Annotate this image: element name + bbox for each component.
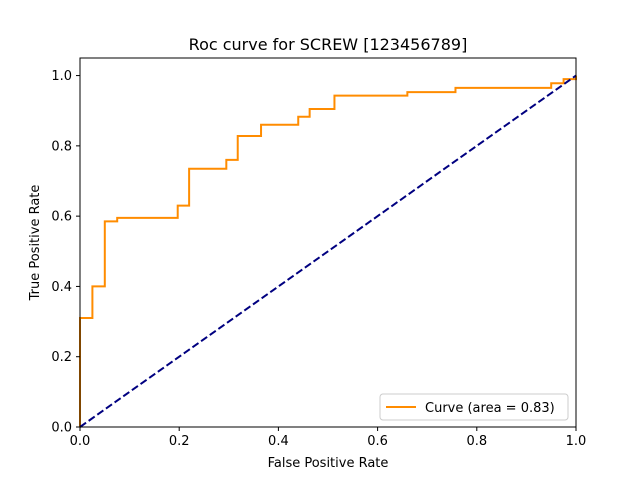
y-axis-ticks: 0.0 0.2 0.4 0.6 0.8 1.0	[51, 69, 80, 436]
x-tick-label: 0.0	[70, 434, 91, 449]
x-axis-label: False Positive Rate	[268, 456, 389, 471]
plot-area	[80, 58, 576, 427]
chart-title: Roc curve for SCREW [123456789]	[189, 35, 468, 54]
series-line-chance-diagonal	[79, 74, 577, 428]
y-tick-label: 0.2	[51, 350, 72, 365]
plot-lines	[79, 74, 577, 428]
y-tick-label: 0.6	[51, 210, 72, 225]
plot-frame	[79, 57, 577, 428]
x-axis-ticks: 0.0 0.2 0.4 0.6 0.8 1.0	[70, 427, 587, 449]
x-tick-label: 0.2	[169, 434, 190, 449]
x-tick-label: 0.6	[367, 434, 388, 449]
legend: Curve (area = 0.83)	[379, 393, 569, 421]
x-tick-label: 0.8	[466, 434, 487, 449]
x-tick-label: 1.0	[566, 434, 587, 449]
y-tick-label: 0.4	[51, 280, 72, 295]
series-line-roc-curve	[79, 75, 577, 427]
legend-box	[379, 393, 569, 421]
y-tick-label: 0.0	[51, 421, 72, 436]
legend-label: Curve (area = 0.83)	[425, 401, 555, 416]
y-tick-label: 0.8	[51, 139, 72, 154]
x-tick-label: 0.4	[268, 434, 289, 449]
y-tick-label: 1.0	[51, 69, 72, 84]
y-axis-label: True Positive Rate	[28, 185, 43, 302]
